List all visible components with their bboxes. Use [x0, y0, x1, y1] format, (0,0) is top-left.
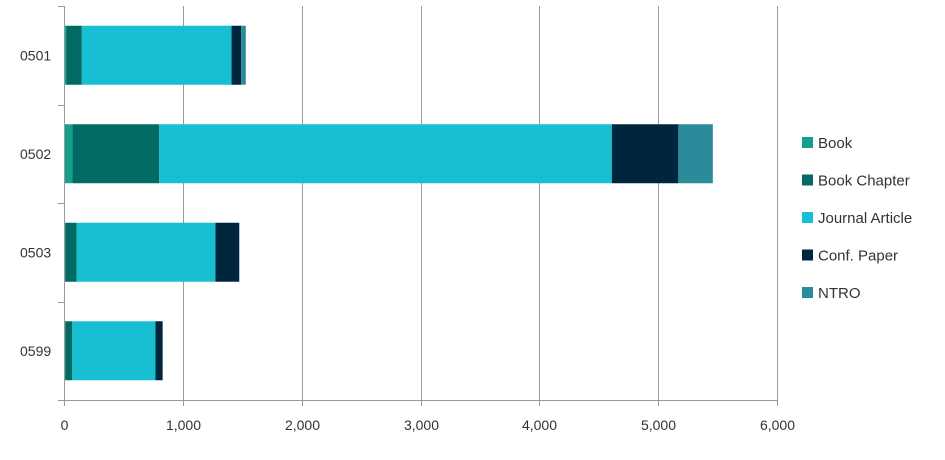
- x-tick-label-4: 4,000: [522, 417, 557, 433]
- y-tick-label-0502: 0502: [20, 146, 51, 162]
- x-tick-label-0: 0: [61, 417, 69, 433]
- bar-0503-book-chapter: [65, 222, 77, 282]
- legend-swatch-ntro: [802, 287, 813, 298]
- bar-0599-conf-paper: [155, 321, 163, 381]
- legend-swatch-journal-article: [802, 212, 813, 223]
- legend-label-journal-article: Journal Article: [818, 210, 912, 227]
- y-tick-label-0599: 0599: [20, 343, 51, 359]
- x-tick-label-6: 6,000: [760, 417, 795, 433]
- bars: [64, 25, 713, 381]
- bar-0503-conf-paper: [215, 222, 240, 282]
- bar-0502-book-chapter: [72, 124, 160, 184]
- legend-swatch-book: [802, 137, 813, 148]
- bar-0501-ntro: [241, 25, 246, 85]
- bar-0599-book-chapter: [65, 321, 73, 381]
- y-tick-label-0501: 0501: [20, 47, 51, 63]
- bar-0501-conf-paper: [231, 25, 242, 85]
- legend: Book Book Chapter Journal Article Conf. Pap…: [802, 135, 912, 302]
- bar-0501-book-chapter: [66, 25, 82, 85]
- bar-0501-journal-article: [81, 25, 232, 85]
- bar-0501-book: [64, 25, 67, 85]
- x-tick-label-3: 3,000: [404, 417, 439, 433]
- bar-0502-journal-article: [159, 124, 612, 184]
- bar-0502-conf-paper: [611, 124, 679, 184]
- bar-0599-journal-article: [72, 321, 156, 381]
- legend-swatch-conf-paper: [802, 249, 813, 261]
- axes: 0501 0502 0503 0599 0 1,000 2,000 3,000 4,000 5,0…: [20, 6, 795, 433]
- y-tick-label-0503: 0503: [20, 244, 51, 260]
- legend-swatch-book-chapter: [802, 174, 813, 186]
- bar-0503-journal-article: [76, 222, 216, 282]
- legend-label-ntro: NTRO: [818, 285, 861, 302]
- bar-0502-book: [64, 124, 73, 184]
- legend-label-book-chapter: Book Chapter: [818, 173, 910, 190]
- x-tick-label-1: 1,000: [166, 417, 201, 433]
- x-tick-label-2: 2,000: [285, 417, 320, 433]
- grid-lines: [183, 6, 778, 400]
- legend-label-book: Book: [818, 135, 853, 152]
- bar-0502-ntro: [678, 124, 713, 184]
- x-tick-label-5: 5,000: [641, 417, 676, 433]
- legend-label-conf-paper: Conf. Paper: [818, 248, 898, 265]
